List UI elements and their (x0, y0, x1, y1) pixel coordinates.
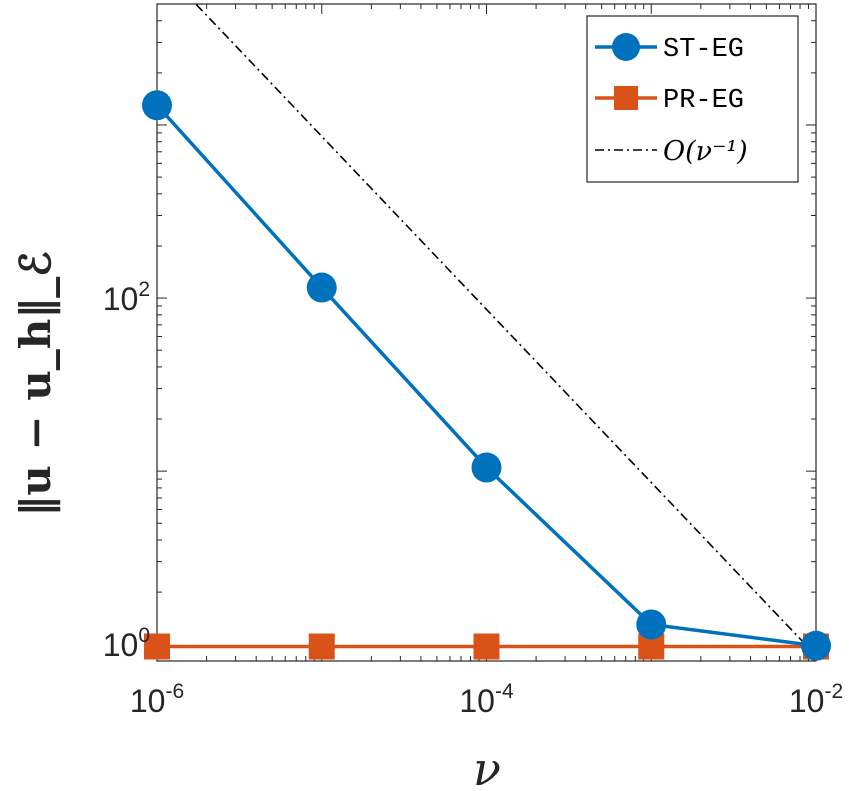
series-layer (142, 4, 831, 661)
y-axis-label: ‖u − u_h‖_ℰ (11, 251, 60, 516)
data-point-pr-eg (144, 633, 170, 660)
x-tick-label: 10-4 (459, 680, 514, 719)
legend: ST-EG PR-EG O(ν⁻¹) (586, 15, 799, 183)
y-tick-label: 102 (103, 278, 150, 317)
legend-label-reference: O(ν⁻¹) (663, 136, 748, 167)
data-point-st-eg (801, 630, 831, 661)
legend-label-st-eg: ST-EG (663, 35, 744, 65)
data-point-st-eg (471, 452, 502, 483)
data-point-st-eg (306, 272, 337, 303)
legend-marker-pr-eg (614, 86, 638, 110)
reference-line (194, 4, 816, 657)
x-tick-label: 10-2 (789, 680, 843, 719)
tick-labels: 10-6 10-4 10-2 100 102 (103, 278, 843, 719)
legend-marker-st-eg (612, 33, 640, 61)
x-axis-label: ν (473, 742, 501, 791)
data-point-st-eg (636, 609, 667, 640)
legend-label-pr-eg: PR-EG (663, 86, 744, 116)
data-point-pr-eg (473, 633, 500, 660)
data-point-st-eg (142, 90, 172, 121)
data-point-pr-eg (308, 633, 335, 660)
y-tick-label: 100 (103, 624, 150, 663)
x-tick-label: 10-6 (130, 680, 184, 719)
